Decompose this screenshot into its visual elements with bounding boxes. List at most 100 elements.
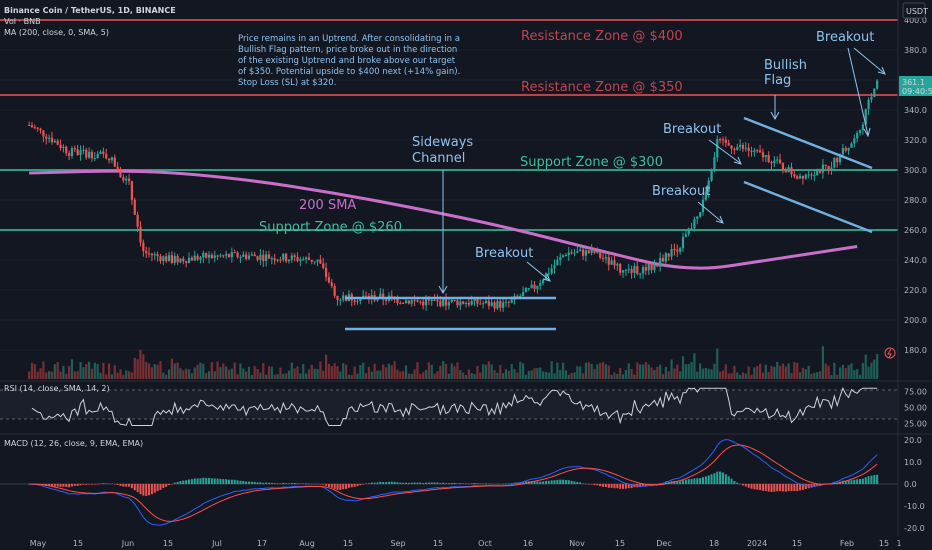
macd-hist-bar: [48, 484, 51, 487]
macd-hist-bar: [864, 477, 867, 484]
volume-bar: [559, 370, 562, 379]
price-tick-label: 320.0: [904, 136, 927, 145]
macd-hist-bar: [710, 474, 713, 484]
macd-hist-bar: [425, 482, 428, 484]
candle-body: [28, 125, 31, 126]
volume-bar: [850, 363, 853, 379]
candle-body: [430, 300, 433, 302]
candle-body: [293, 255, 296, 257]
macd-hist-bar: [876, 474, 879, 484]
candle-body: [490, 302, 493, 306]
candle-body: [619, 263, 622, 273]
candle-body: [741, 144, 745, 149]
macd-hist-bar: [387, 481, 390, 484]
candle-body: [202, 252, 205, 258]
volume-bar: [813, 372, 816, 379]
volume-bar: [673, 368, 676, 379]
volume-bar: [285, 373, 288, 379]
volume-bar: [541, 371, 545, 379]
volume-bar: [844, 368, 847, 379]
macd-hist-bar: [719, 471, 722, 484]
candle-body: [681, 236, 685, 249]
flag-bottom-line: [743, 180, 873, 234]
candle-body: [33, 127, 36, 129]
volume-bar: [707, 368, 710, 379]
volume-bar: [764, 364, 767, 379]
volume-bar: [659, 364, 662, 379]
breakout-4-arrowhead-a: [863, 127, 871, 138]
macd-hist-bar: [219, 478, 222, 484]
macd-hist-bar: [619, 484, 622, 489]
macd-hist-bar: [422, 483, 425, 484]
macd-hist-bar: [861, 478, 864, 484]
breakout-2-arrowhead: [715, 215, 724, 224]
candle-body: [636, 266, 639, 274]
volume-bar: [804, 369, 807, 379]
macd-hist-bar: [385, 482, 388, 484]
candlestick-series: [28, 79, 879, 312]
volume-bar: [339, 371, 342, 379]
volume-bar: [53, 364, 56, 379]
volume-bar: [150, 367, 154, 379]
macd-hist-bar: [68, 484, 71, 488]
macd-hist-bar: [88, 484, 91, 485]
ma-legend[interactable]: MA (200, close, 0, SMA, 5): [4, 28, 109, 37]
time-axis[interactable]: May 15 Jun 15 Jul 17 Aug 15 Sep 15 Oct 16 Nov 15 Dec 18…: [30, 539, 902, 548]
candle-body: [222, 255, 225, 257]
volume-bar: [165, 374, 168, 379]
candle-body: [90, 151, 94, 159]
candle-body: [153, 254, 156, 256]
volume-legend[interactable]: Vol · BNB: [4, 17, 41, 26]
macd-hist-bar: [604, 484, 607, 488]
candle-body: [764, 155, 767, 158]
volume-bar: [73, 371, 76, 379]
candle-body: [670, 249, 673, 257]
currency-badge[interactable]: USDT: [906, 7, 928, 16]
price-tick-label: 220.0: [904, 286, 927, 295]
macd-hist-bar: [479, 483, 482, 484]
macd-hist-bar: [539, 481, 542, 484]
macd-hist-bar: [293, 483, 296, 484]
macd-hist-bar: [222, 479, 225, 484]
candle-body: [824, 164, 827, 167]
volume-bar: [459, 370, 462, 379]
volume-bar: [187, 369, 191, 379]
candle-body: [499, 301, 502, 308]
currency-badge-box[interactable]: [902, 2, 926, 19]
candle-body: [813, 175, 816, 177]
candle-body: [170, 255, 173, 263]
candle-body: [36, 127, 39, 129]
chart-header: Binance Coin / TetherUS, 1D, BINANCE Vol…: [4, 6, 176, 448]
volume-bar: [402, 371, 405, 379]
macd-hist-bar: [225, 479, 228, 484]
candle-body: [770, 162, 773, 164]
candle-body: [561, 255, 565, 258]
volume-bar: [630, 369, 633, 379]
macd-legend[interactable]: MACD (12, 26, close, 9, EMA, EMA): [4, 439, 143, 448]
volume-bar: [28, 371, 31, 379]
candle-body: [676, 249, 679, 252]
candle-body: [265, 254, 268, 262]
candle-body: [319, 259, 322, 264]
price-tick-label: 400.0: [904, 16, 927, 25]
macd-hist-bar: [156, 484, 159, 492]
candle-body: [693, 219, 696, 229]
volume-bar: [456, 362, 459, 379]
volume-bar: [470, 372, 473, 379]
candle-body: [521, 292, 525, 297]
rsi-legend[interactable]: RSI (14, close, SMA, 14, 2): [4, 384, 110, 393]
volume-bar: [387, 363, 391, 379]
macd-hist-bar: [476, 483, 479, 484]
volume-bar: [193, 367, 196, 379]
volume-bar: [147, 363, 151, 379]
symbol-title[interactable]: Binance Coin / TetherUS, 1D, BINANCE: [4, 6, 176, 15]
annotation-arrows: [438, 47, 886, 295]
volume-bar: [604, 364, 608, 379]
macd-hist-bar: [233, 479, 236, 484]
lightning-icon[interactable]: [884, 347, 896, 359]
volume-bar: [733, 365, 736, 379]
macd-hist-bar: [282, 482, 285, 484]
candle-body: [119, 170, 122, 178]
volume-bar: [36, 371, 39, 379]
